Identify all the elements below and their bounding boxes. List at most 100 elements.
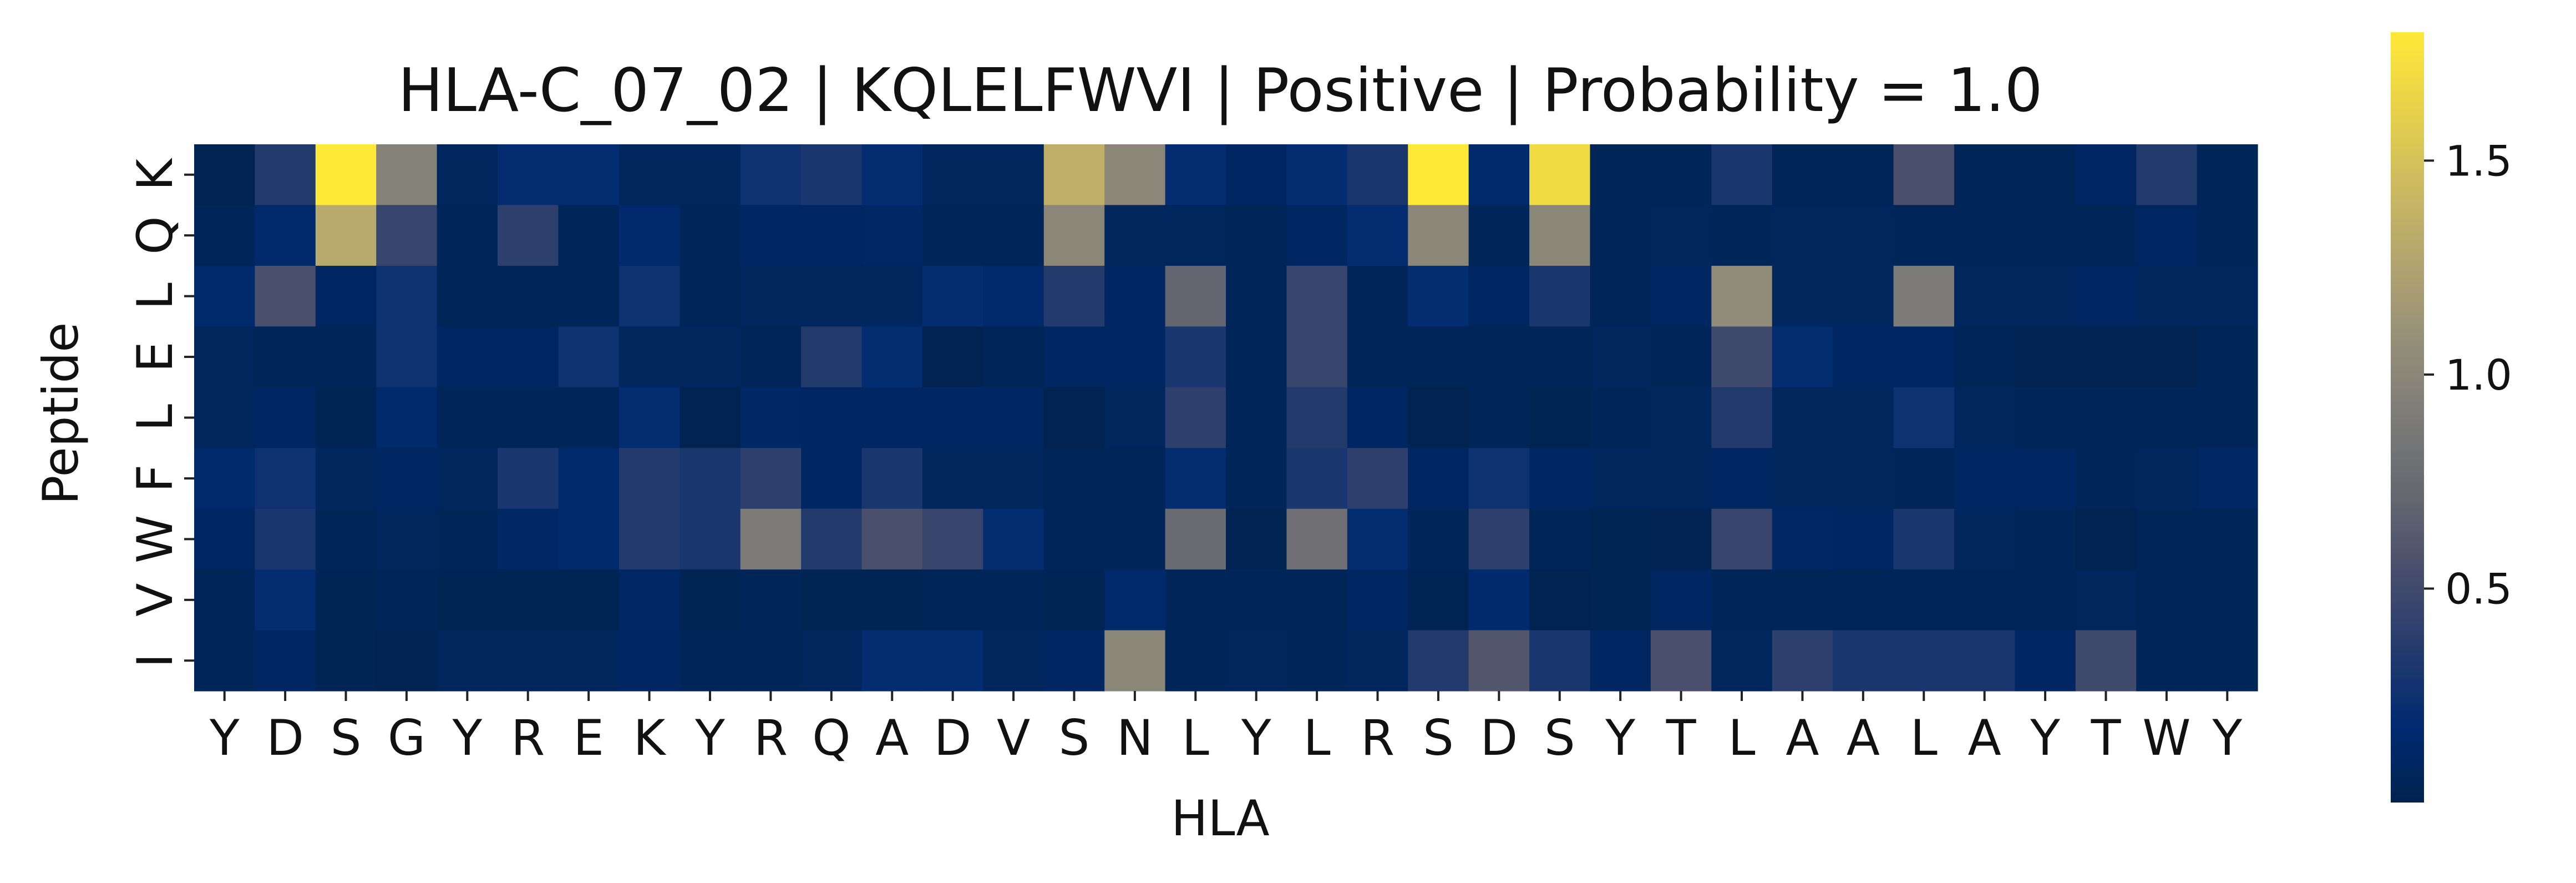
heatmap-cell [194,144,256,206]
heatmap-cell [1347,508,1408,570]
heatmap-cell [1165,144,1226,206]
heatmap-cell [2075,448,2137,509]
heatmap-cell [2136,448,2198,509]
heatmap-cell [1408,448,1469,509]
heatmap-cell [1104,569,1166,631]
heatmap-cell [1711,508,1773,570]
heatmap-cell [1104,630,1166,692]
heatmap-cell [2197,508,2258,570]
heatmap-cell [2197,265,2258,327]
y-tick-label: L [126,282,184,310]
heatmap-cell [1954,508,2015,570]
colorbar-tick-label: 1.0 [2445,350,2512,400]
x-tick-label: L [1910,709,1938,766]
heatmap-cell [1286,387,1348,448]
heatmap-cell [1590,448,1651,509]
heatmap-cell [1954,630,2015,692]
heatmap-cell [1893,205,1955,266]
x-tick-label: K [633,709,667,766]
heatmap-cell [1165,448,1226,509]
heatmap-cell [1408,569,1469,631]
x-tick-label: D [1480,709,1518,766]
heatmap-cell [255,387,316,448]
heatmap-cell [1711,448,1773,509]
heatmap-cell [1043,205,1105,266]
heatmap-cell [1468,387,1530,448]
heatmap-cell [618,569,680,631]
x-tick-label: A [1847,709,1880,766]
heatmap-cell [1165,630,1226,692]
y-tick-label: V [126,583,184,617]
heatmap-cell [1104,448,1166,509]
heatmap-cell [376,630,438,692]
heatmap-cell [1408,387,1469,448]
heatmap-cell [618,387,680,448]
heatmap-cell [2015,569,2076,631]
heatmap-cell [680,326,741,388]
heatmap-cell [2075,265,2137,327]
heatmap-cell [376,569,438,631]
heatmap-cell [1650,569,1712,631]
heatmap-cell [1286,508,1348,570]
heatmap-cell [1954,144,2015,206]
heatmap-cell [437,265,498,327]
heatmap-cell [983,448,1044,509]
x-tick-label: S [1544,709,1575,766]
heatmap-cell [1590,326,1651,388]
heatmap-cell [1529,448,1591,509]
heatmap-cell [1833,205,1894,266]
heatmap-cell [1590,265,1651,327]
heatmap-cell [1772,508,1833,570]
heatmap-cell [255,448,316,509]
heatmap-cell [618,448,680,509]
heatmap-cell [1954,205,2015,266]
heatmap-cell [861,448,923,509]
x-tick-label: G [388,709,425,766]
heatmap-cell [1711,569,1773,631]
heatmap-cell [983,144,1044,206]
x-tick-label: Y [452,709,482,766]
heatmap-cell [437,387,498,448]
heatmap-cell [315,630,377,692]
x-tick-label: L [1182,709,1209,766]
x-tick-label: Y [209,709,240,766]
heatmap-cell [1347,448,1408,509]
heatmap-cell [376,144,438,206]
heatmap-cell [1226,387,1287,448]
heatmap-cell [1408,265,1469,327]
heatmap-cell [255,508,316,570]
heatmap-cell [558,387,620,448]
heatmap-cell [1772,569,1833,631]
heatmap-cell [1226,569,1287,631]
heatmap-cell [618,144,680,206]
heatmap-cell [2197,387,2258,448]
heatmap-cell [1226,265,1287,327]
heatmap-cell [2197,569,2258,631]
heatmap-cell [2075,569,2137,631]
heatmap-cell [2136,326,2198,388]
heatmap-cell [194,265,256,327]
heatmap-cell [1650,448,1712,509]
heatmap-cell [1104,508,1166,570]
heatmap-cell [801,508,863,570]
heatmap-cell [2197,630,2258,692]
heatmap-cell [2075,630,2137,692]
y-tick-label: K [126,158,184,191]
x-tick-label: Y [2030,709,2060,766]
heatmap-cell [618,205,680,266]
heatmap-cell [1529,265,1591,327]
heatmap-cell [680,508,741,570]
heatmap-cell [1347,265,1408,327]
heatmap-cell [1286,448,1348,509]
heatmap-cell [983,630,1044,692]
heatmap-cell [680,265,741,327]
heatmap-cell [315,508,377,570]
heatmap-cell [1650,144,1712,206]
heatmap-cell [1833,448,1894,509]
heatmap-cell [680,144,741,206]
x-tick-label: A [1968,709,2001,766]
heatmap-cell [1347,387,1408,448]
heatmap-cell [1468,508,1530,570]
heatmap-cell [1468,630,1530,692]
